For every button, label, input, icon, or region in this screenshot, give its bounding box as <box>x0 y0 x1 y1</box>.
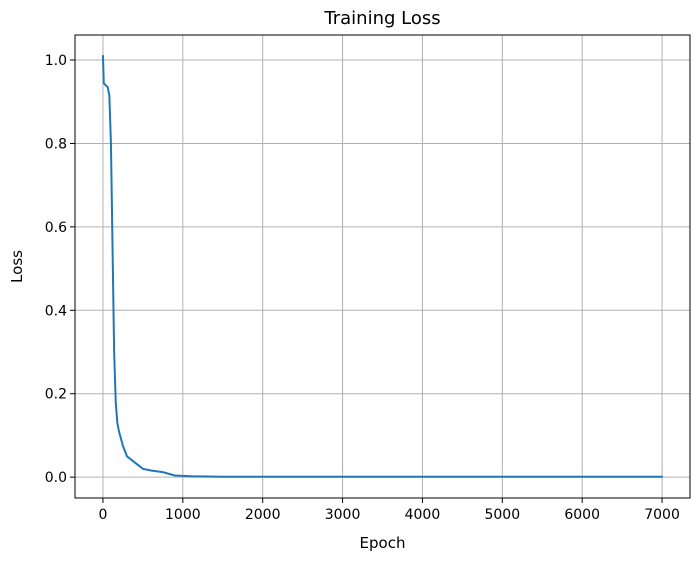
ticks: 0 1000 2000 3000 4000 5000 6000 7000 0.0 0.2 0.4 0.… <box>45 53 680 523</box>
x-tick-label: 4000 <box>405 507 441 523</box>
x-tick-label: 5000 <box>484 507 520 523</box>
x-tick-label: 1000 <box>165 507 201 523</box>
y-tick-label: 0.8 <box>45 136 67 152</box>
x-tick-label: 7000 <box>644 507 680 523</box>
y-tick-label: 0.4 <box>45 303 67 319</box>
x-tick-label: 0 <box>98 507 107 523</box>
x-tick-label: 3000 <box>325 507 361 523</box>
grid <box>75 35 690 498</box>
y-tick-label: 0.6 <box>45 220 67 236</box>
loss-series-line <box>101 54 664 478</box>
y-axis-title: Loss <box>8 250 26 283</box>
y-tick-label: 0.0 <box>45 470 67 486</box>
y-tick-label: 0.2 <box>45 387 67 403</box>
chart-title: Training Loss <box>323 8 440 29</box>
x-tick-label: 2000 <box>245 507 281 523</box>
plot-frame <box>74 34 691 499</box>
y-tick-label: 1.0 <box>45 53 67 69</box>
x-tick-label: 6000 <box>564 507 600 523</box>
series-layer <box>101 54 664 478</box>
x-axis-title: Epoch <box>360 534 406 552</box>
